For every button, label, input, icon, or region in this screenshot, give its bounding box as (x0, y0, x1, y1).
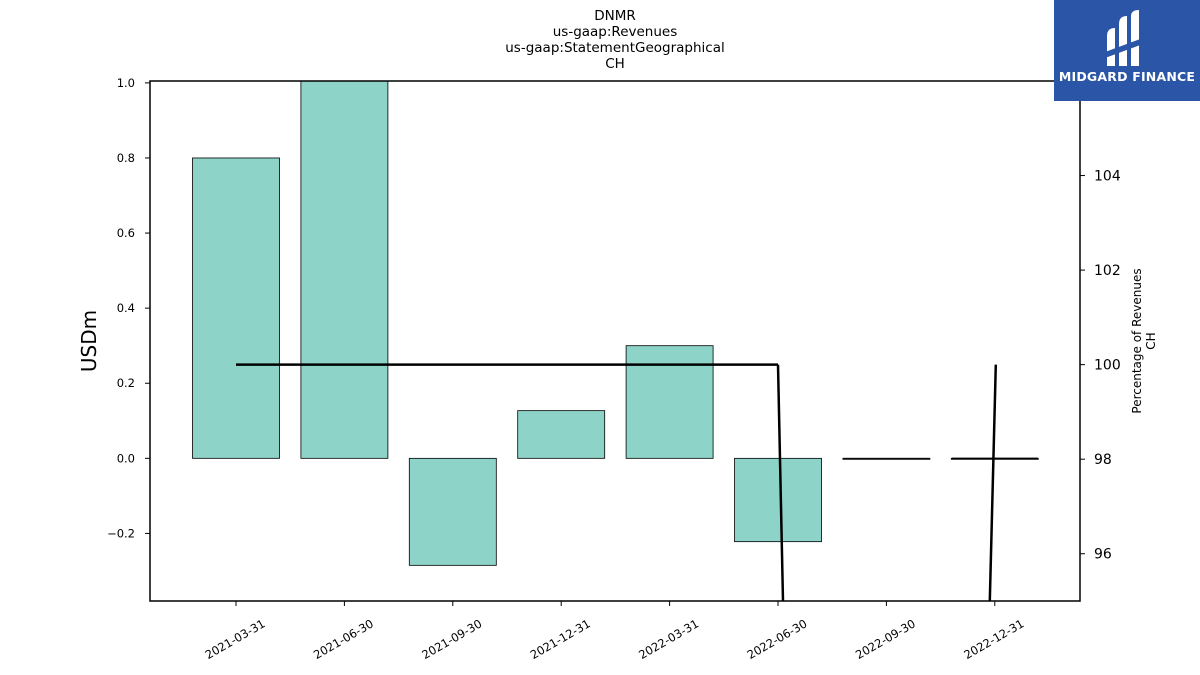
chart-title: DNMRus-gaap:Revenuesus-gaap:StatementGeo… (505, 8, 724, 72)
x-tick-label: 2021-09-30 (419, 616, 484, 662)
percentage-line-layer (236, 363, 1038, 602)
x-tick-label: 2022-06-30 (745, 616, 810, 662)
bar (408, 457, 497, 566)
y2-tick-label: 104 (1094, 169, 1121, 185)
plot-frame (149, 80, 1081, 602)
title-line: us-gaap:Revenues (553, 24, 678, 40)
x-tick-label: 2021-03-31 (203, 616, 268, 662)
y2-tick-label: 96 (1094, 547, 1112, 563)
x-axis: 2021-03-31 2021-06-30 2021-09-30 2021-12-31… (203, 601, 1026, 662)
y2-tick-label: 100 (1094, 358, 1121, 374)
x-tick-label: 2022-03-31 (636, 616, 701, 662)
bar (300, 80, 389, 459)
y-tick-label: 0.8 (117, 151, 135, 165)
title-line: us-gaap:StatementGeographical (505, 40, 724, 56)
left-y-axis: −0.2 0.0 0.2 0.4 0.6 0.8 1.0 (107, 76, 150, 540)
title-line: CH (605, 56, 625, 72)
bar (517, 410, 606, 459)
y-tick-label: −0.2 (107, 526, 135, 540)
right-y-axis: 96 98 100 102 104 (1080, 169, 1121, 563)
y2-tick-label: 98 (1094, 452, 1112, 468)
y-tick-label: 0.6 (117, 226, 135, 240)
percentage-line-drop (776, 364, 785, 602)
title-line: DNMR (594, 8, 636, 24)
bar (734, 457, 822, 543)
y-axis-label: USDm (77, 310, 101, 372)
logo-mark-icon (1105, 10, 1143, 66)
y-tick-label: 1.0 (117, 76, 135, 90)
x-tick-label: 2021-06-30 (311, 616, 376, 662)
logo-text: MIDGARD FINANCE (1058, 69, 1196, 84)
bar (625, 345, 714, 459)
x-tick-label: 2022-09-30 (853, 616, 918, 662)
y2-label-line: Percentage of Revenues (1130, 268, 1144, 413)
y-tick-label: 0.2 (117, 376, 135, 390)
x-tick-label: 2022-12-31 (961, 616, 1026, 662)
percentage-line-rise (988, 364, 998, 602)
x-tick-label: 2021-12-31 (528, 616, 593, 662)
y2-tick-label: 102 (1094, 263, 1121, 279)
y-tick-label: 0.0 (117, 451, 135, 465)
secondary-y-axis-label: Percentage of RevenuesCH (1130, 268, 1158, 413)
bar (192, 157, 280, 459)
y-tick-label: 0.4 (117, 301, 135, 315)
y2-label-line: CH (1144, 332, 1158, 349)
bars-layer (192, 80, 1039, 566)
midgard-finance-logo: MIDGARD FINANCE (1054, 0, 1200, 101)
